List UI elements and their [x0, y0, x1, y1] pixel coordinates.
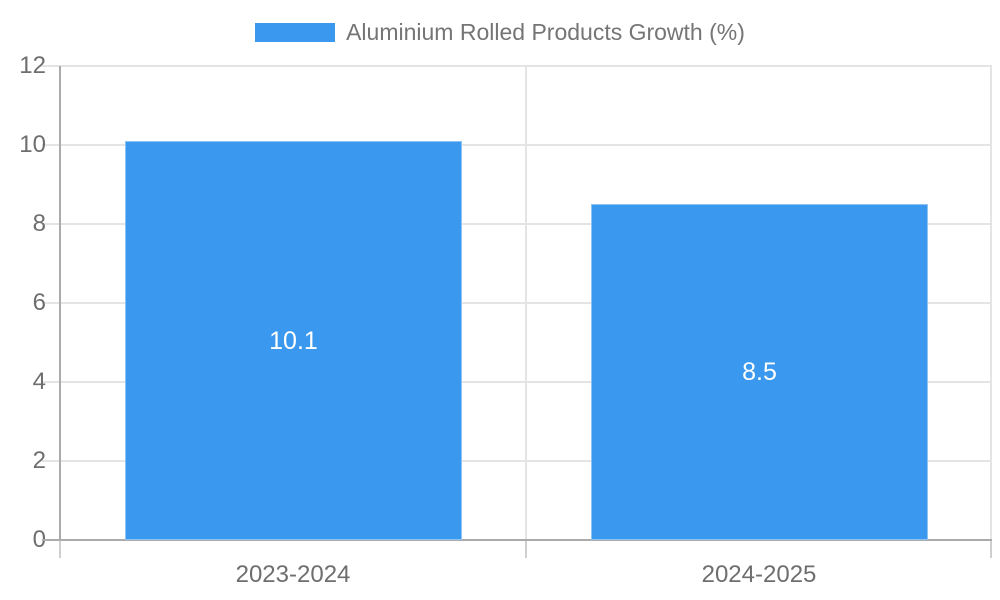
y-axis-tick	[42, 65, 60, 67]
x-axis-tick-label: 2023-2024	[235, 561, 351, 588]
bar-value-label: 10.1	[269, 327, 318, 355]
y-axis-tick-label: 2	[32, 447, 46, 474]
legend-label: Aluminium Rolled Products Growth (%)	[346, 19, 745, 45]
y-axis-tick-label: 12	[19, 52, 46, 79]
y-axis-tick	[42, 144, 60, 146]
plot-right-border	[990, 66, 992, 540]
y-axis-tick-label: 4	[32, 368, 46, 395]
bar[interactable]	[591, 204, 928, 540]
y-axis-tick	[42, 302, 60, 304]
y-axis-tick	[42, 223, 60, 225]
x-axis-line	[42, 539, 992, 541]
y-axis-tick	[42, 381, 60, 383]
y-axis-tick-label: 0	[32, 526, 46, 553]
x-axis-tick	[59, 541, 61, 558]
y-axis-tick-label: 10	[19, 131, 46, 158]
category-divider-gridline	[525, 66, 527, 540]
bar-value-label: 8.5	[742, 358, 777, 386]
x-axis-tick	[525, 541, 527, 558]
chart-legend[interactable]: Aluminium Rolled Products Growth (%)	[0, 20, 1000, 44]
x-axis-tick	[990, 541, 992, 558]
y-axis-tick-label: 8	[32, 210, 46, 237]
y-axis-tick-label: 6	[32, 289, 46, 316]
y-axis-tick	[42, 460, 60, 462]
y-axis-line	[59, 66, 61, 540]
bar[interactable]	[125, 141, 462, 540]
x-axis-tick-label: 2024-2025	[701, 561, 817, 588]
legend-swatch	[255, 22, 336, 42]
